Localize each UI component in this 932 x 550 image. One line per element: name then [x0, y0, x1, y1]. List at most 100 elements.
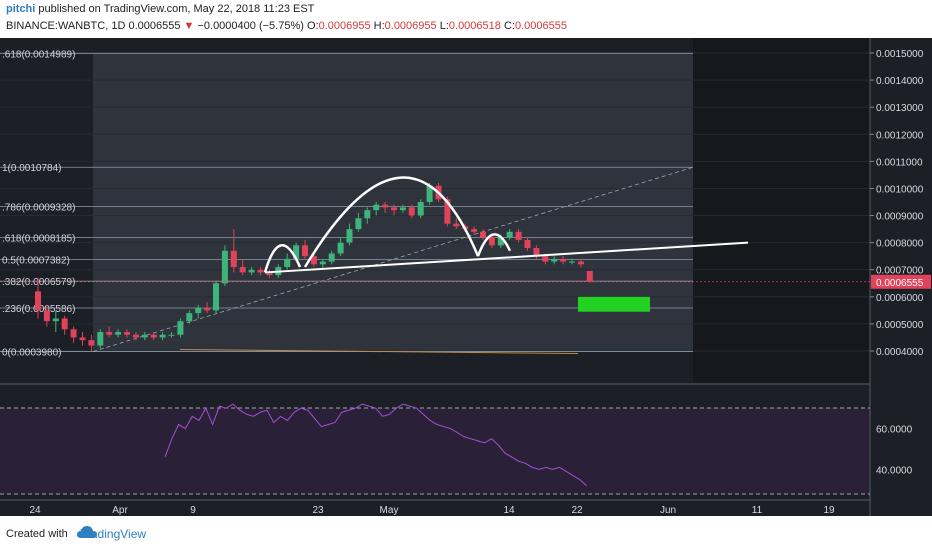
candle-body — [524, 239, 531, 249]
candle-body — [533, 248, 540, 257]
time-axis-label: Apr — [112, 505, 128, 516]
candle-body — [284, 258, 291, 268]
candle-body — [266, 272, 273, 276]
candle-body — [70, 329, 77, 338]
candle-body — [551, 258, 558, 262]
close-label: C: — [503, 20, 515, 32]
fib-level-label: .618(0.0014989) — [2, 49, 75, 60]
candle-body — [497, 237, 504, 246]
candle-body — [221, 250, 228, 284]
candle-body — [417, 202, 424, 216]
fib-level-label: 0.5(0.0007382) — [2, 255, 70, 266]
price-change: −0.0000400 (−5.75%) — [197, 20, 304, 32]
price-axis-label: 0.0011000 — [876, 157, 923, 168]
candle-body — [426, 185, 433, 202]
price-chart-svg[interactable]: .618(0.0014989) 1(0.0010784) .786(0.000932… — [0, 38, 932, 516]
price-axis-label: 0.0013000 — [876, 103, 924, 114]
candle-body — [391, 207, 397, 211]
fib-level-label: .618(0.0008185) — [2, 234, 75, 245]
candle-body — [586, 270, 593, 282]
time-axis-label: 14 — [503, 505, 515, 516]
candle-body — [293, 245, 300, 259]
candle-body — [213, 283, 219, 311]
candle-body — [97, 332, 104, 346]
time-axis-label: 9 — [190, 505, 196, 516]
time-axis-label: 11 — [752, 505, 763, 516]
candle-body — [168, 334, 175, 336]
candle-body — [302, 245, 308, 257]
candle-body — [52, 318, 59, 322]
fib-level-label: .382(0.0006579) — [2, 277, 75, 288]
candle-body — [328, 253, 335, 262]
candle-body — [471, 229, 478, 232]
chart-footer: Created with TradingView — [0, 516, 932, 550]
candle-body — [132, 334, 139, 338]
candle-body — [444, 199, 451, 224]
future-area — [693, 38, 870, 384]
tradingview-brand: TradingView — [80, 527, 147, 541]
chart-canvas[interactable]: .618(0.0014989) 1(0.0010784) .786(0.000932… — [0, 38, 932, 516]
fib-level-label: 1(0.0010784) — [2, 163, 62, 174]
candle-body — [204, 307, 211, 311]
candle-body — [515, 231, 522, 240]
down-arrow-icon: ▼ — [183, 20, 195, 32]
candle-body — [61, 318, 68, 330]
candle-body — [373, 204, 380, 211]
high-label: H: — [373, 20, 385, 32]
candle-body — [506, 231, 513, 238]
time-axis-label: 23 — [312, 505, 324, 516]
target-box — [578, 296, 650, 312]
time-axis-label: 24 — [29, 505, 41, 516]
candle-body — [106, 332, 113, 335]
time-axis-label: May — [380, 505, 399, 516]
candle-body — [577, 261, 584, 265]
low-label: L: — [439, 20, 449, 32]
candle-body — [159, 334, 166, 338]
candle-body — [399, 207, 406, 211]
candle-body — [337, 242, 344, 254]
price-axis-label: 0.0009000 — [876, 212, 924, 223]
last-price-tag-label: 0.0006555 — [876, 278, 924, 289]
candle-body — [257, 269, 264, 273]
candle-body — [79, 337, 86, 341]
time-axis-label: 22 — [571, 505, 583, 516]
neckline — [264, 241, 749, 274]
published-line: pitchi published on TradingView.com, May… — [6, 3, 314, 15]
price-axis-label: 0.0010000 — [876, 184, 924, 195]
rsi-band — [0, 408, 870, 494]
price-axis-label: 0.0007000 — [876, 266, 924, 277]
right-shoulder-arc — [476, 233, 512, 257]
candle-body — [141, 334, 148, 338]
left-shoulder-arc — [263, 244, 302, 273]
candle-body — [177, 321, 184, 335]
head-arc — [303, 176, 480, 268]
price-axis-label: 0.0015000 — [876, 49, 924, 60]
candle-body — [35, 291, 41, 311]
candle-body — [43, 310, 50, 322]
candle-body — [569, 261, 575, 263]
candle-body — [248, 269, 255, 273]
tradingview-cloud-icon — [77, 526, 97, 538]
time-axis-label: 19 — [823, 505, 835, 516]
candle-body — [88, 340, 95, 346]
candle-body — [150, 334, 157, 338]
tradingview-logo[interactable]: TradingView — [76, 525, 146, 543]
rsi-axis-label: 60.0000 — [876, 425, 913, 436]
author-link[interactable]: pitchi — [6, 3, 36, 15]
candle-body — [186, 313, 193, 322]
last-price-tag — [871, 274, 931, 289]
candle-body — [480, 231, 486, 238]
chart-header: pitchi published on TradingView.com, May… — [0, 0, 932, 38]
candle-body — [453, 223, 460, 227]
candle-body — [382, 204, 389, 208]
symbol-label: BINANCE:WANBTC, 1D — [6, 20, 126, 32]
candle-body — [542, 256, 549, 262]
created-with-label: Created with — [6, 528, 68, 540]
price-axis-label: 0.0005000 — [876, 320, 924, 331]
candle-body — [124, 332, 130, 335]
candle-body — [115, 332, 122, 335]
fib-level-label: .786(0.0009328) — [2, 203, 75, 214]
time-axis-label: Jun — [660, 505, 676, 516]
price-axis-label: 0.0014000 — [876, 76, 924, 87]
symbol-line: BINANCE:WANBTC, 1D 0.0006555 ▼ −0.000040… — [6, 20, 567, 32]
